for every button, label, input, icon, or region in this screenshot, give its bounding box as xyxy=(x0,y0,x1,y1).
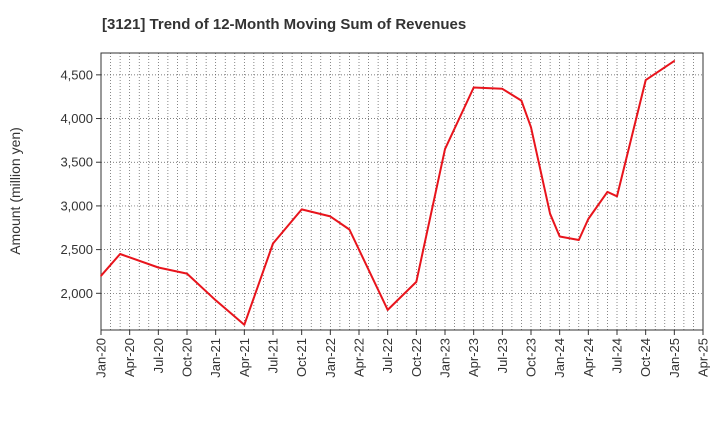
x-tick-label: Apr-22 xyxy=(352,338,367,377)
x-tick-label: Apr-24 xyxy=(581,338,596,377)
x-tick-label: Jan-23 xyxy=(438,338,453,378)
data-point xyxy=(501,88,504,90)
x-tick-label: Oct-20 xyxy=(180,338,195,377)
data-point xyxy=(606,191,609,193)
y-tick-label: 4,500 xyxy=(60,67,93,82)
data-point xyxy=(444,148,446,150)
data-point xyxy=(577,239,580,241)
y-tick-label: 3,500 xyxy=(60,155,93,170)
data-point xyxy=(587,218,590,220)
x-tick-label: Jul-24 xyxy=(610,338,625,373)
data-point xyxy=(415,281,418,283)
data-point xyxy=(186,272,188,275)
x-tick-label: Apr-25 xyxy=(696,338,711,377)
x-tick-label: Jul-23 xyxy=(495,338,510,373)
x-tick-label: Oct-24 xyxy=(638,338,653,377)
x-tick-label: Jul-21 xyxy=(266,338,281,373)
data-point xyxy=(119,253,121,255)
y-tick-label: 2,500 xyxy=(60,242,93,257)
data-point xyxy=(644,79,647,81)
series-line xyxy=(100,60,675,326)
series-layer xyxy=(100,60,676,326)
x-tick-label: Jan-24 xyxy=(552,338,567,378)
y-axis-label: Amount (million yen) xyxy=(7,127,23,255)
x-tick-label: Jul-22 xyxy=(380,338,395,373)
x-tick-label: Apr-21 xyxy=(237,338,252,377)
y-tick-label: 3,000 xyxy=(60,198,93,213)
x-tick-label: Jan-21 xyxy=(208,338,223,378)
x-axis-ticks: Jan-20 Apr-20 Jul-20 Oct-20 Jan-21 Apr-21 Jul-… xyxy=(94,330,711,378)
x-tick-label: Jan-20 xyxy=(94,338,109,378)
data-point xyxy=(300,208,303,211)
x-tick-label: Apr-20 xyxy=(122,338,137,377)
y-tick-label: 2,000 xyxy=(60,286,93,301)
x-tick-label: Jul-20 xyxy=(151,338,166,373)
data-point xyxy=(243,323,246,326)
data-point xyxy=(386,309,389,311)
data-point xyxy=(472,86,475,89)
x-tick-label: Apr-23 xyxy=(466,338,481,377)
chart-title: [3121] Trend of 12-Month Moving Sum of R… xyxy=(102,16,467,33)
x-tick-label: Oct-23 xyxy=(524,338,539,377)
data-point xyxy=(157,266,160,269)
data-point xyxy=(214,299,217,302)
plot-frame xyxy=(100,52,704,331)
y-tick-label: 4,000 xyxy=(60,111,93,126)
data-point xyxy=(272,242,274,245)
data-point xyxy=(616,195,618,198)
data-point xyxy=(348,228,351,231)
x-tick-label: Jan-25 xyxy=(667,338,682,378)
data-point xyxy=(329,215,332,218)
grid-lines xyxy=(101,53,703,330)
data-point xyxy=(100,275,102,277)
y-axis-ticks: 2,000 2,500 3,000 3,500 4,000 4,500 xyxy=(60,67,101,301)
data-point xyxy=(558,235,561,238)
x-tick-label: Oct-22 xyxy=(409,338,424,377)
data-point xyxy=(549,212,551,215)
data-point xyxy=(530,126,532,129)
x-tick-label: Oct-21 xyxy=(294,338,309,377)
data-point xyxy=(673,60,676,62)
data-point xyxy=(520,99,523,102)
x-tick-label: Jan-22 xyxy=(323,338,338,378)
